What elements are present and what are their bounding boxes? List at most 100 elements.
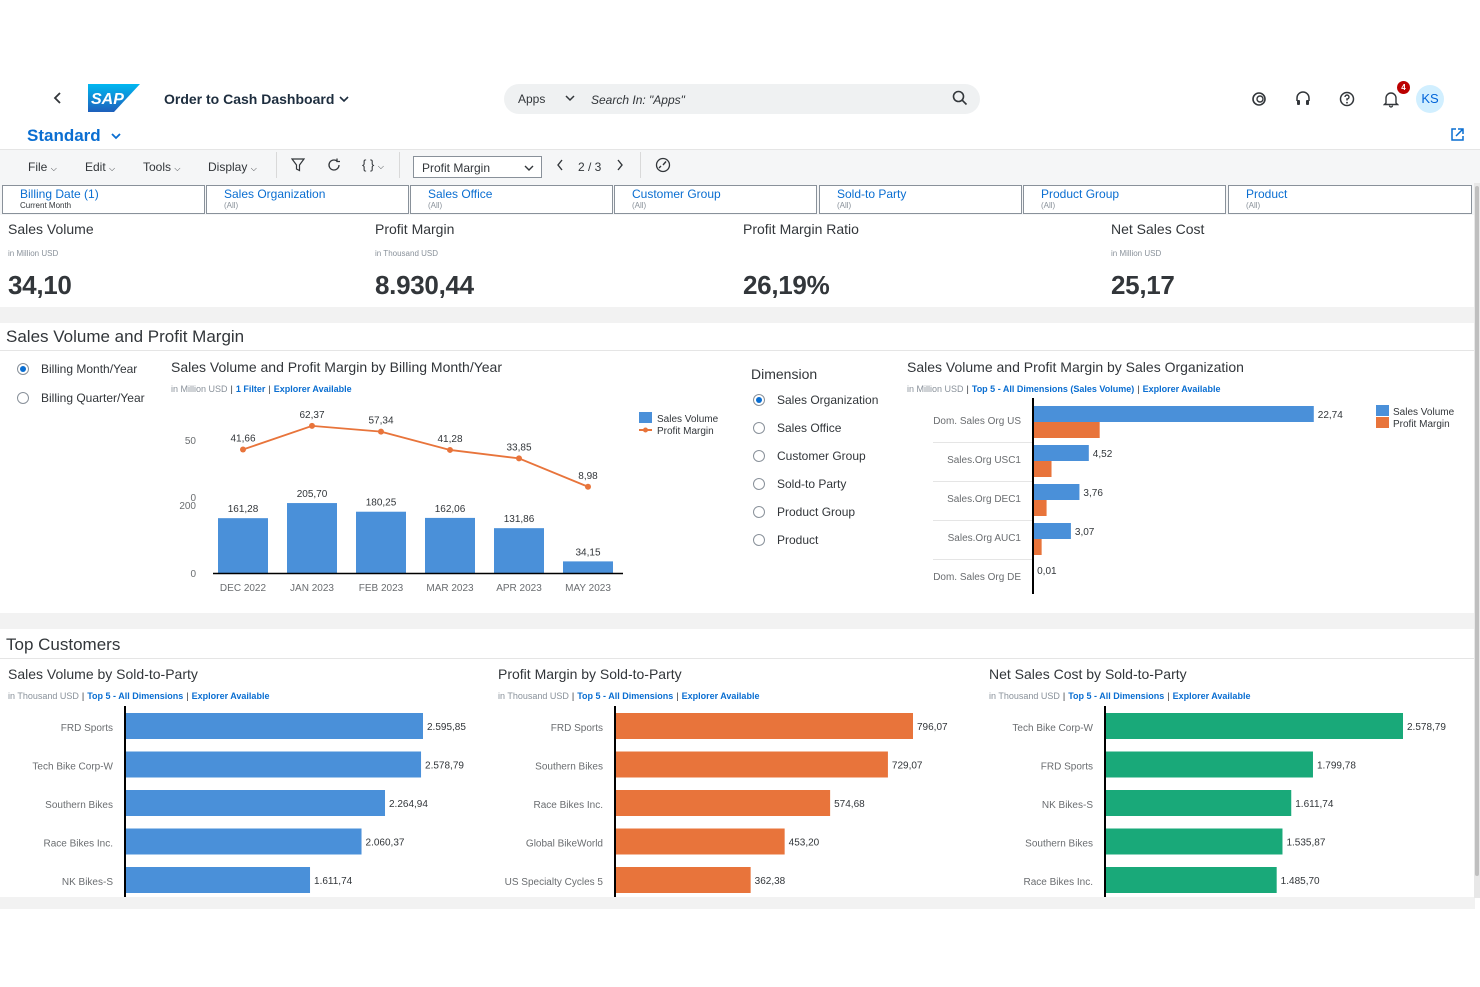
radio-dimension-customer-group[interactable]: Customer Group	[753, 449, 866, 463]
top5-link[interactable]: Top 5 - All Dimensions (Sales Volume)	[971, 384, 1135, 394]
support-button[interactable]	[1295, 90, 1311, 113]
radio-label: Product Group	[777, 505, 856, 519]
file-menu-label: File	[28, 160, 48, 174]
kpi-sales-volume[interactable]: Sales Volume in Million USD 34,10	[8, 221, 94, 301]
top5-link[interactable]: Top 5 - All Dimensions	[87, 691, 184, 701]
filter-sold-to-party[interactable]: Sold-to Party (All)	[819, 185, 1022, 214]
chart-title: Profit Margin by Sold-to-Party	[498, 666, 682, 682]
radio-dimension-sales-office[interactable]: Sales Office	[753, 421, 841, 435]
notification-badge: 4	[1397, 81, 1410, 94]
formula-menu[interactable]: { } ⌵	[362, 157, 384, 172]
search-scope-select[interactable]: Apps	[518, 92, 577, 106]
radio-label: Sales Organization	[777, 393, 879, 407]
radio-label: Sales Office	[777, 421, 842, 435]
radio-dimension-product[interactable]: Product	[753, 533, 818, 547]
profit-margin-by-customer-chart[interactable]: FRD Sports 796,07 Southern Bikes 729,07 Race…	[490, 706, 978, 898]
bar	[615, 790, 831, 816]
filter-icon	[290, 158, 306, 172]
bar-data-label: 131,86	[504, 514, 535, 525]
app-title-menu[interactable]: Order to Cash Dashboard	[164, 91, 350, 107]
bar-data-label: 180,25	[366, 498, 397, 509]
bar-data-label: 0,01	[1037, 566, 1057, 577]
bar-data-label: 362,38	[755, 876, 786, 887]
variant-selector[interactable]: Standard	[27, 126, 123, 146]
explorer-link[interactable]: Explorer Available	[1172, 691, 1251, 701]
radio-icon	[753, 450, 765, 462]
chart-unit: in Thousand USD	[989, 691, 1060, 701]
variant-label: Standard	[27, 126, 101, 145]
explorer-link[interactable]: Explorer Available	[1142, 384, 1221, 394]
filter-sales-organization[interactable]: Sales Organization (All)	[206, 185, 409, 214]
performance-button[interactable]	[655, 157, 671, 176]
net-sales-cost-by-customer-chart[interactable]: Tech Bike Corp-W 2.578,79 FRD Sports 1.799,…	[980, 706, 1468, 898]
top5-link[interactable]: Top 5 - All Dimensions	[1068, 691, 1165, 701]
file-menu[interactable]: File ⌵	[28, 160, 57, 174]
explorer-link[interactable]: Explorer Available	[681, 691, 760, 701]
top5-link[interactable]: Top 5 - All Dimensions	[577, 691, 674, 701]
kpi-net-sales-cost[interactable]: Net Sales Cost in Million USD 25,17	[1111, 221, 1204, 301]
bar-profit-margin	[1033, 500, 1047, 516]
help-button[interactable]	[1339, 90, 1355, 113]
bar	[125, 867, 311, 893]
tools-menu[interactable]: Tools ⌵	[143, 160, 180, 174]
section-title: Top Customers	[6, 635, 121, 654]
filter-button[interactable]	[290, 158, 306, 175]
search-input[interactable]: Search In: "Apps"	[591, 93, 685, 107]
display-menu[interactable]: Display ⌵	[208, 160, 257, 174]
copilot-button[interactable]	[1251, 90, 1267, 113]
bar	[615, 751, 888, 778]
radio-label: Billing Month/Year	[41, 362, 138, 376]
filter-bar: Billing Date (1) Current Month Sales Org…	[0, 183, 1475, 215]
filter-billing-date[interactable]: Billing Date (1) Current Month	[2, 185, 205, 214]
share-button[interactable]	[1450, 127, 1465, 147]
bar-sales-volume	[1033, 523, 1071, 539]
kpi-profit-margin-ratio[interactable]: Profit Margin Ratio 26,19%	[743, 221, 859, 301]
radio-billing-quarter-year[interactable]: Billing Quarter/Year	[17, 391, 145, 405]
bar-data-label: 4,52	[1093, 449, 1113, 460]
explorer-link[interactable]: Explorer Available	[191, 691, 270, 701]
kpi-profit-margin[interactable]: Profit Margin in Thousand USD 8.930,44	[375, 221, 474, 301]
filter-link[interactable]: 1 Filter	[235, 384, 266, 394]
back-button[interactable]	[52, 89, 64, 112]
edit-menu[interactable]: Edit ⌵	[85, 160, 115, 174]
line-point-profit-margin	[240, 446, 246, 453]
section-separator	[0, 613, 1475, 629]
radio-dimension-product-group[interactable]: Product Group	[753, 505, 855, 519]
sales-volume-by-customer-chart[interactable]: FRD Sports 2.595,85 Tech Bike Corp-W 2.578,…	[0, 706, 488, 898]
chart-title: Sales Volume and Profit Margin by Sales …	[907, 359, 1244, 375]
x-axis-tick: JAN 2023	[290, 583, 334, 594]
previous-page-button[interactable]	[555, 158, 565, 175]
filter-value: (All)	[837, 201, 852, 210]
filter-product-group[interactable]: Product Group (All)	[1023, 185, 1226, 214]
filter-product[interactable]: Product (All)	[1228, 185, 1472, 214]
radio-billing-month-year[interactable]: Billing Month/Year	[17, 362, 137, 376]
kpi-title: Profit Margin	[375, 221, 455, 237]
sap-logo-text: SAP	[91, 91, 124, 108]
chart-unit: in Thousand USD	[498, 691, 569, 701]
radio-icon	[753, 478, 765, 490]
bar-data-label: 3,07	[1075, 527, 1095, 538]
notifications-button[interactable]	[1382, 90, 1400, 113]
refresh-button[interactable]	[327, 158, 341, 175]
filter-sales-office[interactable]: Sales Office (All)	[410, 185, 613, 214]
y-axis-tick: NK Bikes-S	[1042, 800, 1093, 811]
next-page-button[interactable]	[615, 158, 625, 175]
radio-dimension-sales-organization[interactable]: Sales Organization	[753, 393, 878, 407]
measure-select[interactable]: Profit Margin	[413, 156, 542, 178]
chevron-right-icon	[617, 159, 623, 171]
kpi-title: Net Sales Cost	[1111, 221, 1205, 237]
line-data-label: 62,37	[299, 410, 324, 421]
user-avatar[interactable]: KS	[1416, 85, 1444, 113]
scrollbar-thumb[interactable]	[1475, 186, 1479, 876]
search-button[interactable]	[952, 90, 968, 111]
bar-data-label: 1.611,74	[314, 876, 353, 887]
sales-org-chart[interactable]: Dom. Sales Org US 22,74 Sales.Org USC1 4,52…	[905, 398, 1470, 598]
filter-customer-group[interactable]: Customer Group (All)	[614, 185, 817, 214]
radio-dimension-sold-to-party[interactable]: Sold-to Party	[753, 477, 846, 491]
explorer-link[interactable]: Explorer Available	[273, 384, 352, 394]
chart-subtitle: in Thousand USD | Top 5 - All Dimensions | E…	[8, 691, 270, 701]
y-axis-tick: US Specialty Cycles 5	[505, 877, 604, 888]
bar-data-label: 1.485,70	[1281, 876, 1320, 887]
braces-icon: { }	[362, 157, 375, 172]
